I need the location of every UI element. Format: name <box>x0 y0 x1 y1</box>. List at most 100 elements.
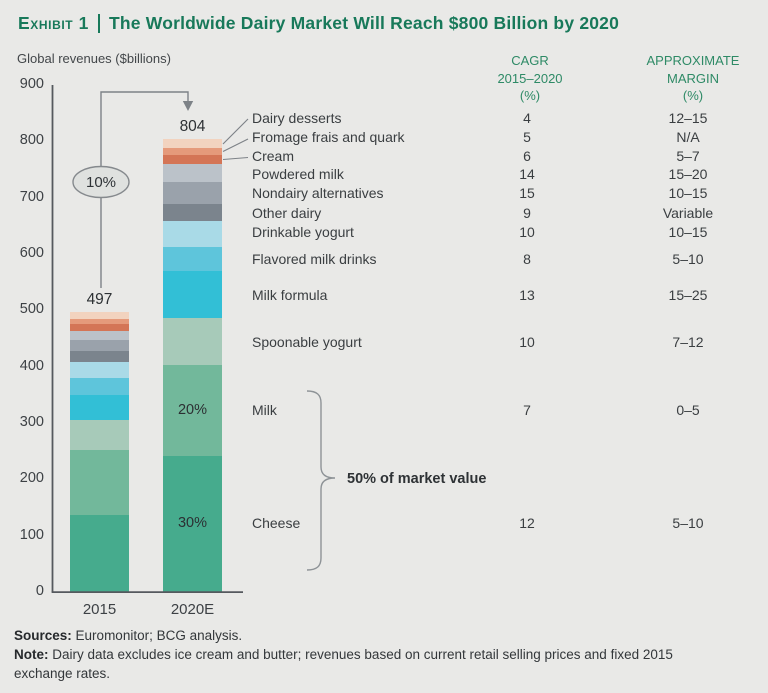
row-margin-other-dairy: Variable <box>662 205 714 221</box>
bar-segment-other-dairy <box>70 350 129 363</box>
row-margin-powdered-milk: 15–20 <box>668 166 708 182</box>
bar-segment-nondairy-alternatives <box>70 340 129 351</box>
cagr-column-header: CAGR 2015–2020 (%) <box>470 52 590 105</box>
title-text: The Worldwide Dairy Market Will Reach $8… <box>109 13 620 33</box>
row-label-dairy-desserts: Dairy desserts <box>252 110 342 126</box>
row-cagr-milk-formula: 13 <box>519 287 535 303</box>
row-cagr-spoonable-yogurt: 10 <box>519 334 535 350</box>
row-label-milk: Milk <box>252 402 277 418</box>
sources-line: Sources: Euromonitor; BCG analysis. <box>14 626 704 645</box>
bar-segment-drinkable-yogurt <box>70 362 129 379</box>
exhibit-title: Exhibit 1 The Worldwide Dairy Market Will… <box>18 13 619 34</box>
row-margin-nondairy-alternatives: 10–15 <box>668 185 708 201</box>
row-cagr-cheese: 12 <box>519 515 535 531</box>
row-margin-drinkable-yogurt: 10–15 <box>668 224 708 240</box>
row-cagr-milk: 7 <box>523 402 531 418</box>
bar-segment-cream <box>70 323 129 331</box>
y-tick-label-500: 500 <box>19 301 44 318</box>
row-cagr-drinkable-yogurt: 10 <box>519 224 535 240</box>
bar-segment-powdered-milk <box>163 163 222 182</box>
row-margin-spoonable-yogurt: 7–12 <box>672 334 704 350</box>
row-cagr-cream: 6 <box>523 148 531 164</box>
y-tick-label-800: 800 <box>19 132 44 149</box>
row-cagr-powdered-milk: 14 <box>519 166 535 182</box>
margin-column-header: APPROXIMATE MARGIN (%) <box>628 52 758 105</box>
row-cagr-flavored-milk-drinks: 8 <box>523 251 531 267</box>
row-label-milk-formula: Milk formula <box>252 287 328 303</box>
bar-segment-cream <box>163 154 222 164</box>
row-label-drinkable-yogurt: Drinkable yogurt <box>252 224 354 240</box>
bar-total-2020E: 804 <box>179 118 206 136</box>
bar-segment-fromage-frais-and-quark <box>163 148 222 155</box>
margin-header-line3: (%) <box>682 88 704 103</box>
row-label-powdered-milk: Powdered milk <box>252 166 344 182</box>
exhibit-number: Exhibit 1 <box>18 13 90 33</box>
margin-header-line2: MARGIN <box>667 70 719 86</box>
half-market-label: 50% of market value <box>347 471 487 487</box>
bar-segment-milk-formula <box>70 394 129 421</box>
cagr-header-line2: 2015–2020 <box>497 70 563 86</box>
bar-segment-milk <box>163 365 222 457</box>
bar-segment-dairy-desserts <box>70 312 129 319</box>
growth-badge-label: 10% <box>85 174 117 191</box>
share-label-cheese: 30% <box>177 515 208 532</box>
row-margin-milk: 0–5 <box>676 402 700 418</box>
row-label-flavored-milk-drinks: Flavored milk drinks <box>252 251 377 267</box>
y-tick-label-700: 700 <box>19 188 44 205</box>
bar-segment-other-dairy <box>163 203 222 222</box>
bar-segment-powdered-milk <box>70 330 129 341</box>
sources-text: Euromonitor; BCG analysis. <box>75 628 243 643</box>
bar-segment-milk <box>70 449 129 515</box>
row-label-fromage-frais-and-quark: Fromage frais and quark <box>252 129 405 145</box>
row-margin-dairy-desserts: 12–15 <box>668 110 708 126</box>
row-label-cheese: Cheese <box>252 515 301 531</box>
bar-segment-cheese <box>163 456 222 592</box>
bar-total-2015: 497 <box>86 291 113 309</box>
growth-arrowhead-icon <box>182 101 194 111</box>
cagr-header-line3: (%) <box>519 88 541 103</box>
note-line: Note: Dairy data excludes ice cream and … <box>14 645 704 683</box>
row-margin-milk-formula: 15–25 <box>668 287 708 303</box>
bar-segment-flavored-milk-drinks <box>70 378 129 395</box>
sources-label: Sources: <box>14 628 72 643</box>
bar-segment-dairy-desserts <box>163 139 222 149</box>
bar-segment-flavored-milk-drinks <box>163 247 222 271</box>
title-divider <box>98 14 101 33</box>
x-tick-label-2020E: 2020E <box>170 601 215 618</box>
leader-line-dairy-desserts <box>222 118 249 145</box>
row-margin-cheese: 5–10 <box>672 515 704 531</box>
share-label-milk: 20% <box>177 401 208 418</box>
cagr-header-line1: CAGR <box>511 53 549 68</box>
margin-header-line1: APPROXIMATE <box>646 53 740 68</box>
bar-segment-cheese <box>70 514 129 592</box>
leader-line-fromage <box>222 138 249 152</box>
row-cagr-other-dairy: 9 <box>523 205 531 221</box>
bar-segment-nondairy-alternatives <box>163 181 222 204</box>
y-tick-label-600: 600 <box>19 245 44 261</box>
row-label-spoonable-yogurt: Spoonable yogurt <box>252 334 362 350</box>
row-margin-flavored-milk-drinks: 5–10 <box>672 251 704 267</box>
bar-segment-milk-formula <box>163 270 222 318</box>
row-label-other-dairy: Other dairy <box>252 205 322 221</box>
y-tick-label-0: 0 <box>35 583 44 599</box>
row-margin-fromage-frais-and-quark: N/A <box>676 129 700 145</box>
half-market-brace <box>306 390 336 571</box>
bar-segment-drinkable-yogurt <box>163 221 222 248</box>
note-label: Note: <box>14 647 49 662</box>
bar-segment-spoonable-yogurt <box>70 420 129 450</box>
footer: Sources: Euromonitor; BCG analysis. Note… <box>14 626 704 683</box>
bar-segment-spoonable-yogurt <box>163 317 222 366</box>
y-tick-label-300: 300 <box>19 414 44 430</box>
bar-2015 <box>70 312 129 592</box>
row-label-nondairy-alternatives: Nondairy alternatives <box>252 185 384 201</box>
y-axis-title: Global revenues ($billions) <box>17 51 171 66</box>
leader-line-cream <box>222 156 249 161</box>
x-tick-label-2015: 2015 <box>82 601 117 618</box>
y-tick-label-400: 400 <box>19 357 44 374</box>
row-margin-cream: 5–7 <box>676 148 700 164</box>
row-cagr-nondairy-alternatives: 15 <box>519 185 535 201</box>
y-tick-label-200: 200 <box>19 470 44 487</box>
y-tick-label-100: 100 <box>19 526 44 543</box>
y-tick-label-900: 900 <box>19 76 44 92</box>
row-cagr-dairy-desserts: 4 <box>523 110 531 126</box>
